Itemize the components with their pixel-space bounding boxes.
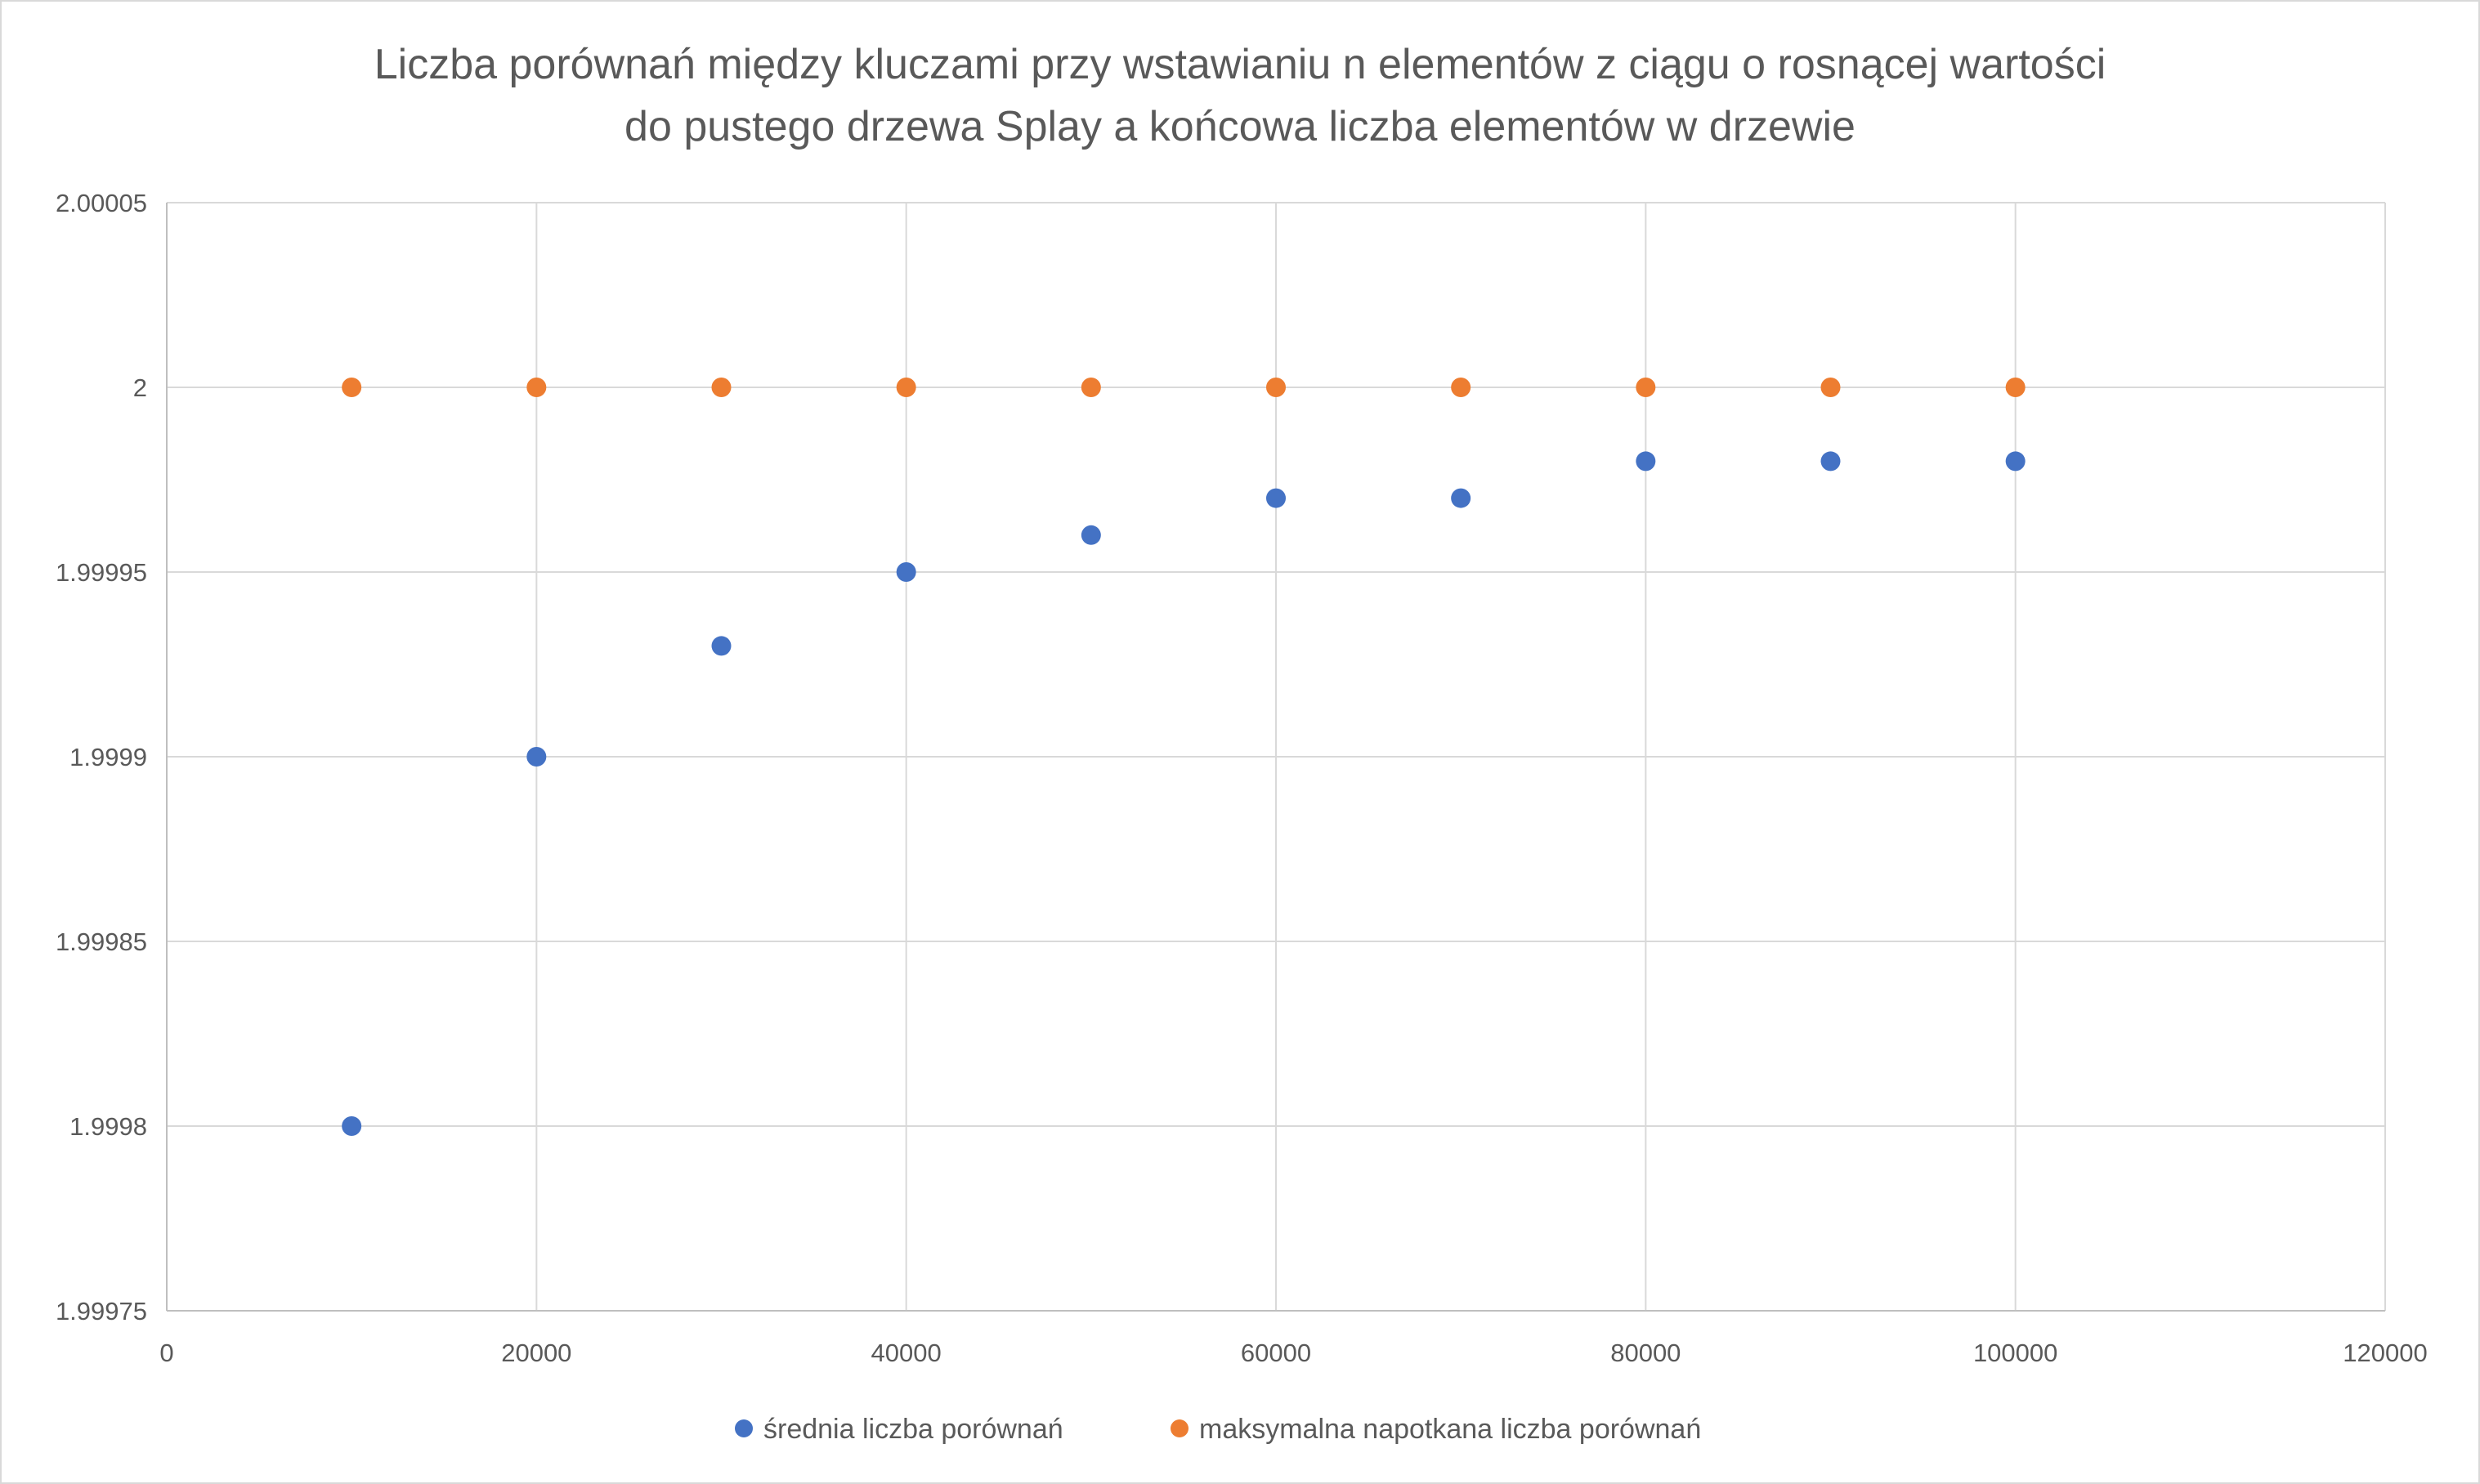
data-point-series-1 [2005, 451, 2026, 472]
legend: średnia liczba porównań maksymalna napot… [735, 1414, 1701, 1445]
y-tick-label: 1.9999 [69, 743, 147, 771]
x-tick-label: 20000 [501, 1339, 571, 1367]
data-point-series-1 [896, 562, 916, 582]
y-tick-label: 1.99975 [56, 1297, 147, 1325]
y-tick-label: 1.9998 [69, 1112, 147, 1141]
x-tick-labels: 0 20000 40000 60000 80000 100000 120000 [159, 1339, 2427, 1367]
data-point-series-1 [1081, 525, 1101, 545]
data-point-series-2 [1081, 378, 1101, 397]
y-tick-label: 2 [133, 373, 147, 402]
data-point-series-2 [896, 378, 916, 397]
x-tick-label: 60000 [1241, 1339, 1311, 1367]
y-tick-labels: 1.99975 1.9998 1.99985 1.9999 1.99995 2 2.0000… [56, 189, 147, 1325]
x-tick-label: 0 [159, 1339, 173, 1367]
chart-title-line-1: Liczba porównań między kluczami przy wst… [374, 41, 2106, 88]
data-point-series-2 [1636, 378, 1656, 397]
data-point-series-2 [1820, 378, 1841, 397]
x-tick-label: 40000 [871, 1339, 942, 1367]
y-tick-label: 2.00005 [56, 189, 147, 217]
chart-title-line-2: do pustego drzewa Splay a końcowa liczba… [624, 103, 1856, 150]
legend-marker-srednia [735, 1419, 753, 1437]
data-point-series-1 [1636, 451, 1656, 472]
data-point-series-1 [711, 636, 732, 656]
data-point-series-2 [1266, 378, 1286, 397]
data-point-series-1 [1266, 488, 1286, 508]
x-tick-label: 100000 [1973, 1339, 2057, 1367]
data-point-series-2 [711, 378, 732, 397]
data-point-series-2 [342, 378, 362, 397]
gridlines [167, 202, 2386, 1311]
legend-label-srednia: średnia liczba porównań [763, 1414, 1063, 1445]
data-point-series-1 [342, 1116, 362, 1136]
y-tick-label: 1.99995 [56, 558, 147, 587]
data-point-series-1 [526, 747, 547, 767]
data-point-series-1 [1820, 451, 1841, 472]
data-points [342, 378, 2026, 1136]
legend-marker-maksymalna [1171, 1419, 1189, 1437]
y-tick-label: 1.99985 [56, 928, 147, 956]
data-point-series-2 [2005, 378, 2026, 397]
data-point-series-2 [526, 378, 547, 397]
x-tick-label: 120000 [2343, 1339, 2427, 1367]
data-point-series-1 [1451, 488, 1471, 508]
data-point-series-2 [1451, 378, 1471, 397]
x-tick-label: 80000 [1610, 1339, 1681, 1367]
legend-label-maksymalna: maksymalna napotkana liczba porównań [1199, 1414, 1701, 1445]
axes [166, 203, 2385, 1312]
